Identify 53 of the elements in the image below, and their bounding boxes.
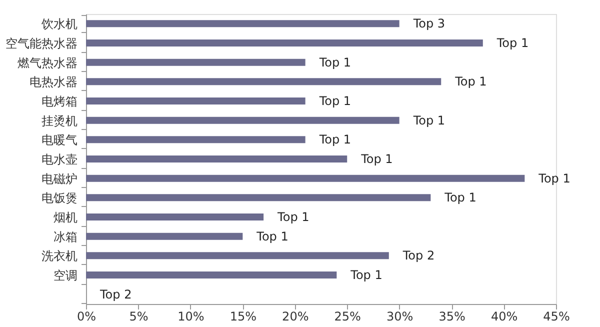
data-label: Top 1: [538, 171, 570, 186]
data-label: Top 1: [276, 210, 310, 224]
y-tick-label: 空调: [54, 268, 78, 282]
data-label: Top 3: [412, 16, 446, 31]
data-label: Top 2: [402, 248, 435, 263]
y-tick-label: 电暖气: [42, 133, 78, 148]
data-label: Top 2: [99, 287, 132, 302]
bar: [86, 58, 306, 66]
bar: [86, 116, 400, 124]
bar: [86, 20, 400, 28]
bar: [86, 214, 264, 220]
y-tick-label: 冰箱: [54, 230, 78, 244]
x-tick-label: 10%: [178, 310, 204, 324]
data-label: Top 1: [360, 152, 393, 166]
x-tick-label: 30%: [386, 310, 414, 324]
bar: [86, 156, 348, 162]
bar: [86, 78, 442, 86]
bar: [86, 136, 306, 144]
x-tick-label: 5%: [129, 310, 148, 324]
y-tick-label: 空气能热水器: [6, 36, 78, 50]
bar: [86, 232, 243, 240]
x-tick-label: 0%: [76, 310, 96, 324]
bar: [86, 194, 431, 202]
x-tick-label: 25%: [334, 310, 361, 324]
y-tick-label: 燃气热水器: [18, 56, 78, 70]
bar: [86, 174, 525, 182]
bar: [86, 272, 337, 278]
data-label: Top 1: [496, 36, 529, 50]
bar: [86, 252, 389, 260]
bar: [86, 40, 483, 46]
bar: [86, 98, 306, 104]
x-tick-label: 20%: [282, 310, 309, 324]
y-tick-label: 电烤箱: [42, 94, 78, 108]
data-label: Top 1: [318, 132, 352, 147]
x-tick-label: 15%: [230, 310, 257, 324]
data-label: Top 1: [350, 268, 382, 282]
data-label: Top 1: [318, 94, 352, 108]
y-tick-label: 电热水器: [30, 75, 78, 90]
y-tick-label: 烟机: [54, 210, 78, 224]
data-label: Top 1: [256, 229, 288, 244]
x-tick-label: 40%: [490, 310, 518, 324]
x-tick-label: 35%: [438, 310, 466, 324]
y-tick-label: 电水壶: [42, 152, 78, 166]
data-label: Top 1: [444, 190, 476, 205]
data-label: Top 1: [454, 74, 487, 89]
data-label: Top 1: [318, 55, 352, 70]
y-tick-label: 电磁炉: [42, 172, 78, 186]
y-tick-label: 饮水机: [40, 17, 78, 32]
data-label: Top 1: [412, 113, 446, 128]
y-tick-label: 挂烫机: [42, 114, 78, 128]
x-tick-label: 45%: [543, 310, 570, 324]
y-tick-label: 洗衣机: [42, 249, 78, 264]
y-tick-label: 电饭煲: [42, 191, 78, 206]
